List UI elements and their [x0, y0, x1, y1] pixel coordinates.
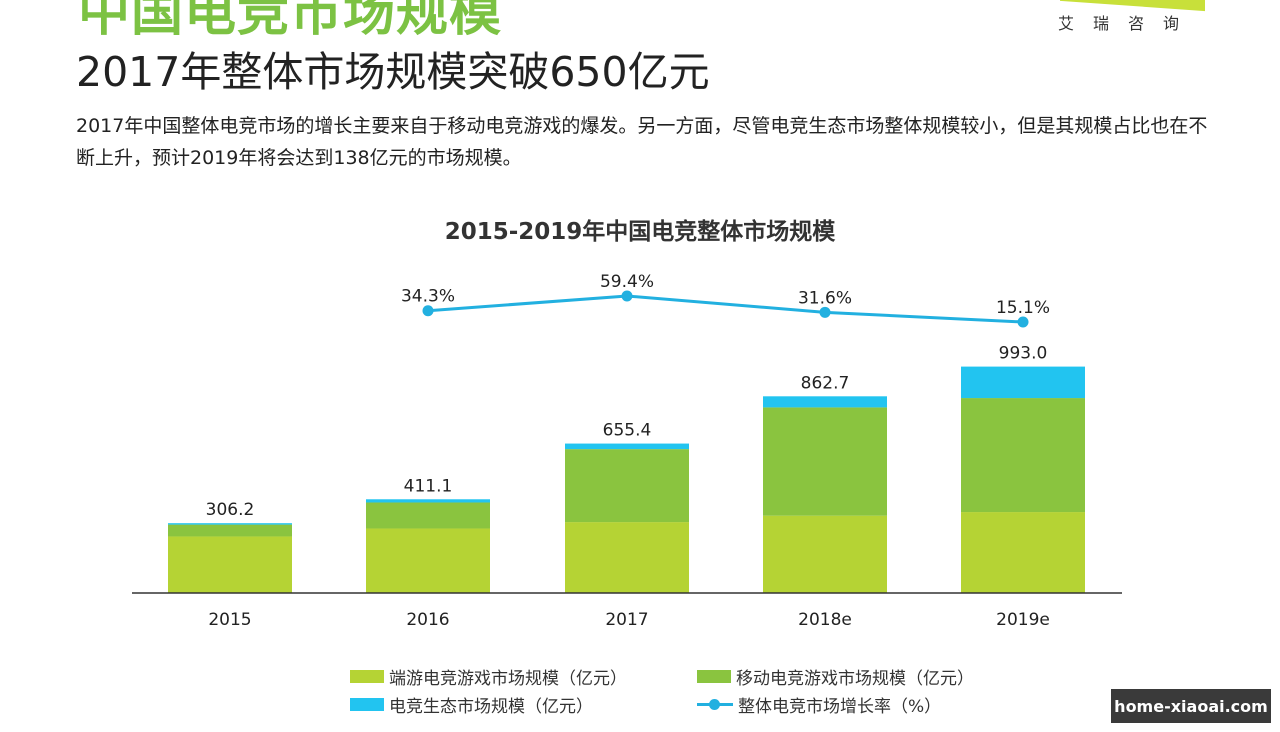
- x-tick-label-2015: 2015: [208, 610, 251, 630]
- growth-label-2016: 34.3%: [401, 287, 455, 307]
- growth-label-2019e: 15.1%: [996, 298, 1050, 318]
- legend-item-growth: 整体电竞市场增长率（%）: [697, 692, 941, 717]
- legend-item-pc: 端游电竞游戏市场规模（亿元）: [350, 664, 627, 689]
- growth-label-2018e: 31.6%: [798, 288, 852, 308]
- bar-pc-2018e: [763, 515, 887, 593]
- description: 2017年中国整体电竞市场的增长主要来自于移动电竞游戏的爆发。另一方面，尽管电竞…: [76, 115, 1208, 169]
- bar-pc-2017: [565, 522, 689, 593]
- bar-pc-2016: [366, 528, 490, 593]
- growth-rate-line: [427, 294, 1024, 324]
- growth-point-2017: [621, 290, 633, 302]
- chart-title: 2015-2019年中国电竞整体市场规模: [444, 219, 836, 245]
- total-label-2019e: 993.0: [999, 344, 1048, 364]
- watermark: home-xiaoai.com: [1111, 689, 1271, 723]
- growth-point-2019e: [1017, 316, 1029, 328]
- market-size-chart: 306.2 2015 411.1 2016 655.4 2017 862.7 2018e 993…: [132, 272, 1122, 630]
- headline: 2017年整体市场规模突破650亿元: [76, 48, 710, 96]
- bar-mobile-2015: [168, 524, 292, 537]
- legend-swatch-ecosystem: [350, 698, 384, 711]
- legend-swatch-growth: [697, 698, 733, 711]
- bar-mobile-2018e: [763, 407, 887, 516]
- bar-ecosystem-2015: [168, 523, 292, 525]
- bar-mobile-2016: [366, 502, 490, 529]
- x-tick-label-2017: 2017: [605, 610, 648, 630]
- total-label-2015: 306.2: [206, 500, 255, 520]
- bar-ecosystem-2019e: [961, 366, 1085, 399]
- total-label-2018e: 862.7: [801, 373, 850, 393]
- x-tick-label-2016: 2016: [406, 610, 449, 630]
- legend-label-pc: 端游电竞游戏市场规模（亿元）: [389, 669, 627, 689]
- legend-swatch-pc: [350, 670, 384, 683]
- total-label-2017: 655.4: [603, 421, 652, 441]
- section-title: 中国电竞市场规模: [78, 0, 503, 43]
- bar-mobile-2017: [565, 449, 689, 523]
- bar-pc-2019e: [961, 512, 1085, 593]
- legend-label-ecosystem: 电竞生态市场规模（亿元）: [389, 697, 593, 717]
- growth-point-2016: [422, 305, 434, 317]
- growth-label-2017: 59.4%: [600, 272, 654, 292]
- x-tick-label-2019e: 2019e: [996, 610, 1050, 630]
- bar-mobile-2019e: [961, 398, 1085, 513]
- growth-point-2018e: [819, 306, 831, 318]
- bar-ecosystem-2017: [565, 443, 689, 450]
- legend-label-mobile: 移动电竞游戏市场规模（亿元）: [736, 669, 974, 689]
- x-tick-label-2018e: 2018e: [798, 610, 852, 630]
- legend-label-growth: 整体电竞市场增长率（%）: [738, 697, 942, 717]
- brand-name: 艾瑞咨询: [1058, 14, 1199, 33]
- bar-ecosystem-2018e: [763, 396, 887, 408]
- bar-pc-2015: [168, 536, 292, 593]
- legend-item-mobile: 移动电竞游戏市场规模（亿元）: [697, 664, 974, 689]
- total-label-2016: 411.1: [404, 476, 453, 496]
- legend-item-ecosystem: 电竞生态市场规模（亿元）: [350, 692, 593, 717]
- bar-ecosystem-2016: [366, 499, 490, 503]
- legend-swatch-mobile: [697, 670, 731, 683]
